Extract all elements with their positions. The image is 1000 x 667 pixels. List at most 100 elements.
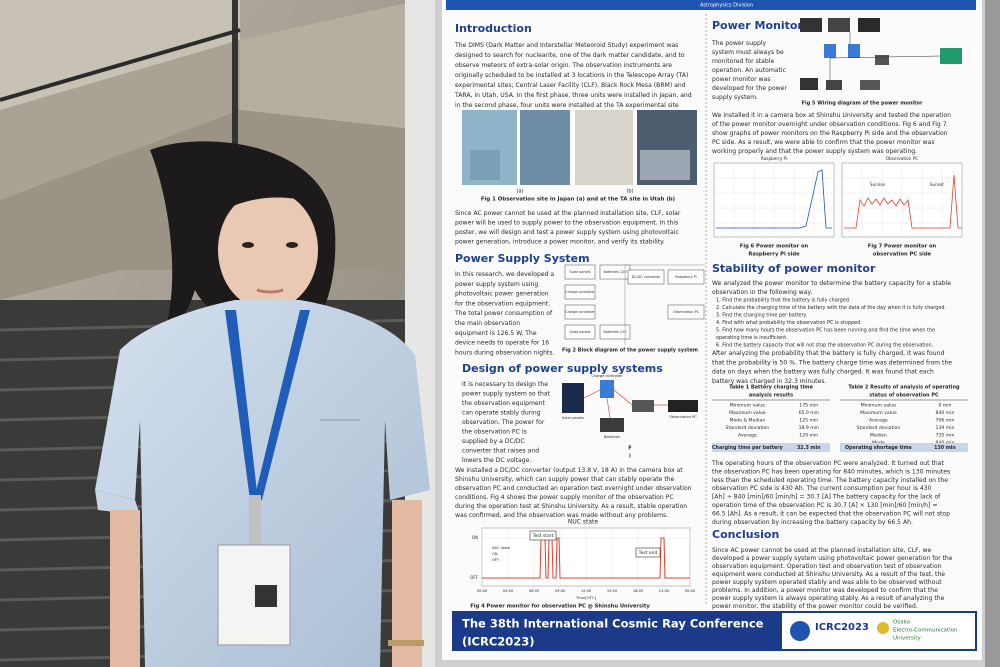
poster-text: observation equipment. Operation test an… — [712, 563, 942, 570]
observation-pc — [668, 400, 698, 412]
poster-text: developed a power supply system using ph… — [712, 555, 953, 562]
table-cell: Charging time per battery — [712, 445, 784, 451]
diagram-label: Batteries 12V — [603, 330, 627, 334]
chart-label: 06:00 — [529, 589, 540, 593]
section-heading: Stability of power monitor — [712, 262, 876, 275]
table-cell: 125 min — [799, 418, 818, 424]
chart-annotation: Sunset — [930, 182, 944, 187]
table-cell: Mode & Median — [730, 418, 766, 424]
poster-header-bar — [446, 0, 976, 10]
figure-caption: Fig 1 Observation site in Japan (a) and … — [481, 197, 675, 203]
poster-text: 66.5 [Ah]. As a result, it can be expect… — [712, 510, 950, 517]
poster-text: equipment were conducted at Shinshu Univ… — [712, 571, 945, 578]
battery — [600, 418, 624, 432]
figure-caption: Raspberry Pi side — [748, 252, 800, 258]
chart-label: 00:00 — [477, 589, 488, 593]
poster-text: 1. Find the probability that the battery… — [716, 298, 851, 304]
device — [632, 400, 654, 412]
device — [875, 55, 889, 65]
chart-annotation: Test end — [638, 550, 658, 556]
poster-text: power generation, introduce a power moni… — [455, 239, 665, 246]
logo-icon — [877, 622, 889, 634]
railing — [0, 28, 241, 102]
poster-text: power monitor was — [712, 76, 770, 83]
diagram-box — [564, 284, 596, 300]
device — [828, 18, 850, 32]
stair-step — [0, 40, 240, 200]
table-cell: 0 min — [938, 403, 951, 409]
diagram-box — [667, 304, 705, 320]
figure-caption: observation PC side — [873, 252, 932, 258]
photo — [520, 110, 570, 185]
poster-text: observe meteors of extra-solar origin. T… — [455, 62, 672, 69]
diagram-box — [667, 269, 705, 285]
poster-text: TARA, in Utah, USA. In the first phase, … — [454, 92, 692, 99]
header-text: Astrophysics Division — [700, 3, 753, 9]
table-title: analysis results — [749, 393, 793, 399]
table-cell: Operating shortage time — [845, 445, 913, 451]
logo-text: Electro-Communication — [893, 628, 958, 634]
diagram-label: Charge controller — [565, 290, 595, 294]
poster-text: observation PC and conducted an operatio… — [455, 485, 692, 492]
poster-content: Astrophysics Division Introduction The DIM… — [452, 3, 977, 651]
table-cell: 129 min — [799, 433, 818, 439]
poster-text: We installed a DC/DC converter (output 1… — [455, 467, 683, 474]
chart-label: 21:00 — [659, 589, 670, 593]
diagram-label: DC/DC converter — [632, 275, 661, 279]
chart-label: 18:00 — [633, 589, 644, 593]
poster-text: Since AC power cannot be used at the pla… — [712, 547, 932, 554]
stair-step — [240, 0, 420, 130]
photo — [575, 110, 633, 185]
poster-text: the main observation — [455, 320, 520, 327]
section-heading: Power Monitor — [712, 19, 803, 32]
poster-text: 2. Calculate the charging time of the ba… — [716, 305, 946, 311]
device — [826, 80, 842, 90]
poster-text: the observation PC is — [462, 429, 527, 436]
poster-text: power supply system is always operating … — [712, 595, 945, 602]
chart-label: 03:00 — [503, 589, 514, 593]
diagram-label: Raspberry Pi — [675, 275, 696, 279]
poster-text: monitored for stable — [712, 58, 774, 65]
poster-text: of the power monitor overnight under obs… — [712, 121, 947, 128]
poster-text: 3. Find the charging time per battery. — [716, 313, 808, 319]
poster-text: We installed it in a camera box at Shins… — [712, 112, 951, 119]
poster-text: The DIMS (Dark Matter and Interstellar M… — [454, 42, 678, 49]
table-cell: 18.9 min — [799, 425, 819, 431]
device — [800, 78, 818, 90]
poster-text: operating time is insufficient. — [716, 335, 788, 341]
diagram-label: Observation PC — [669, 415, 697, 419]
banner-text: The 38th International Cosmic Ray Confer… — [462, 617, 764, 631]
poster-text: power supply system so that — [462, 391, 551, 398]
poster-text: power supply system using — [455, 281, 538, 288]
section-heading: Conclusion — [712, 528, 779, 541]
table-cell: Average — [869, 418, 888, 424]
annotation-box — [635, 547, 661, 558]
poster-text: [Ah] ÷ 840 [min]/60 [min/h] = 30.7 [A] T… — [712, 494, 941, 501]
poster-text: In this research, we developed a — [455, 271, 554, 278]
poster-text: The power supply — [711, 40, 767, 47]
section-heading: Design of power supply systems — [462, 362, 663, 375]
section-heading: Introduction — [455, 22, 532, 35]
table-title: status of observation PC — [869, 393, 939, 399]
device — [940, 48, 962, 64]
figure-caption: Fig 7 Power monitor on — [868, 244, 937, 250]
chart-label: 12:00 — [581, 589, 592, 593]
poster-text: originally scheduled to be installed at … — [455, 72, 688, 79]
table-cell: 65.0 min — [799, 410, 819, 416]
table-cell: 840 min — [936, 410, 955, 416]
poster-text: observation. The power for — [462, 419, 545, 426]
poster-text: operation time of the observation PC is … — [712, 502, 937, 509]
poster-text: designed to search for nuclearite, one o… — [455, 52, 685, 59]
poster-text: the observation equipment — [462, 400, 546, 407]
poster-text: developed for the power — [712, 85, 787, 92]
figure-caption: F — [628, 446, 631, 452]
poster-text: less than the scheduled operating time. … — [712, 477, 948, 484]
table-footer-row — [712, 443, 830, 452]
chart-label: Time[UTC] — [575, 595, 596, 600]
table-cell: 130 min — [934, 445, 956, 451]
poster-text: observation in the following way. — [712, 289, 812, 296]
poster-text: hours during observation nights. — [455, 349, 554, 356]
chart-label: ON — [472, 535, 478, 540]
table-cell: Average — [738, 433, 757, 439]
poster-text: system must always be — [712, 49, 784, 56]
